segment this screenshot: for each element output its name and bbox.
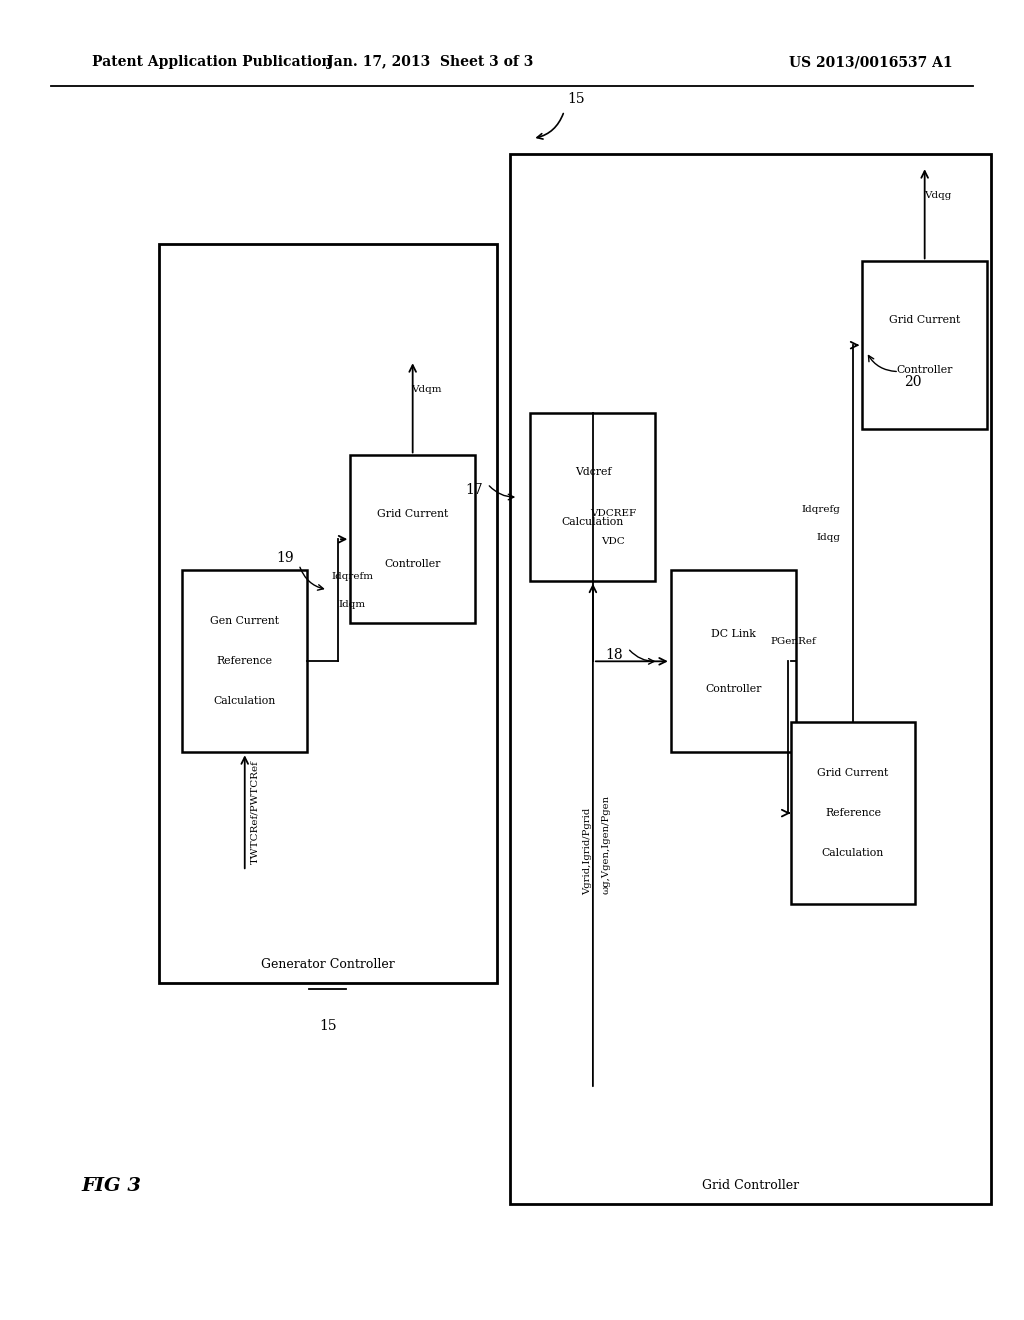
Text: VDCREF: VDCREF (590, 510, 637, 517)
Text: Controller: Controller (896, 366, 953, 375)
Text: Vgrid,Igrid/Pgrid: Vgrid,Igrid/Pgrid (584, 808, 592, 895)
Text: 20: 20 (903, 375, 922, 389)
Text: Grid Current: Grid Current (377, 510, 449, 519)
Text: Idqrefm: Idqrefm (331, 572, 374, 581)
Text: US 2013/0016537 A1: US 2013/0016537 A1 (788, 55, 952, 70)
Text: Reference: Reference (825, 808, 881, 818)
Bar (530, 413, 655, 581)
Text: Reference: Reference (217, 656, 272, 667)
Bar (182, 570, 307, 752)
Text: Calculation: Calculation (822, 849, 884, 858)
Text: Calculation: Calculation (562, 517, 624, 527)
Text: 17: 17 (465, 483, 483, 498)
Text: Vdcref: Vdcref (574, 467, 611, 477)
Text: Calculation: Calculation (214, 697, 275, 706)
Text: Patent Application Publication: Patent Application Publication (92, 55, 332, 70)
Text: PGenRef: PGenRef (770, 638, 816, 645)
Text: 19: 19 (275, 550, 294, 565)
Bar (159, 244, 497, 983)
Text: Idqg: Idqg (817, 533, 841, 543)
Text: Idqrefg: Idqrefg (802, 506, 841, 515)
Text: Jan. 17, 2013  Sheet 3 of 3: Jan. 17, 2013 Sheet 3 of 3 (327, 55, 534, 70)
Text: FIG 3: FIG 3 (82, 1176, 142, 1195)
Text: TWTCRef/PWTCRef: TWTCRef/PWTCRef (251, 760, 259, 863)
Bar (671, 570, 796, 752)
Text: Grid Controller: Grid Controller (702, 1179, 799, 1192)
Text: Vdqm: Vdqm (411, 385, 441, 393)
Text: 18: 18 (605, 648, 624, 661)
Text: Controller: Controller (384, 560, 441, 569)
Text: Controller: Controller (705, 684, 762, 693)
Bar (350, 455, 475, 623)
Text: Gen Current: Gen Current (210, 616, 280, 626)
Text: 15: 15 (318, 1019, 337, 1032)
Bar (791, 722, 915, 904)
Text: ωg,Vgen,Igen/Pgen: ωg,Vgen,Igen/Pgen (602, 795, 610, 895)
Bar (510, 154, 991, 1204)
Text: 15: 15 (567, 92, 586, 106)
Text: Grid Current: Grid Current (817, 768, 889, 777)
Text: Grid Current: Grid Current (889, 315, 961, 325)
Bar (862, 261, 987, 429)
Text: VDC: VDC (601, 537, 626, 545)
Text: Idqm: Idqm (339, 599, 366, 609)
Text: Vdqg: Vdqg (925, 191, 951, 199)
Text: Generator Controller: Generator Controller (261, 958, 394, 972)
Text: DC Link: DC Link (711, 630, 756, 639)
